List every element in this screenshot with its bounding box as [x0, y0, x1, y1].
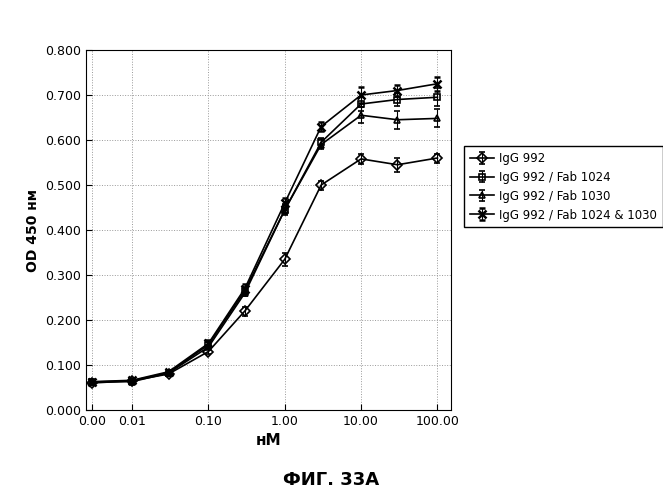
Y-axis label: OD 450 нм: OD 450 нм	[26, 188, 40, 272]
Legend: IgG 992, IgG 992 / Fab 1024, IgG 992 / Fab 1030, IgG 992 / Fab 1024 & 1030: IgG 992, IgG 992 / Fab 1024, IgG 992 / F…	[464, 146, 663, 228]
X-axis label: нM: нM	[256, 434, 281, 448]
Text: ФИГ. 33A: ФИГ. 33A	[284, 471, 379, 489]
